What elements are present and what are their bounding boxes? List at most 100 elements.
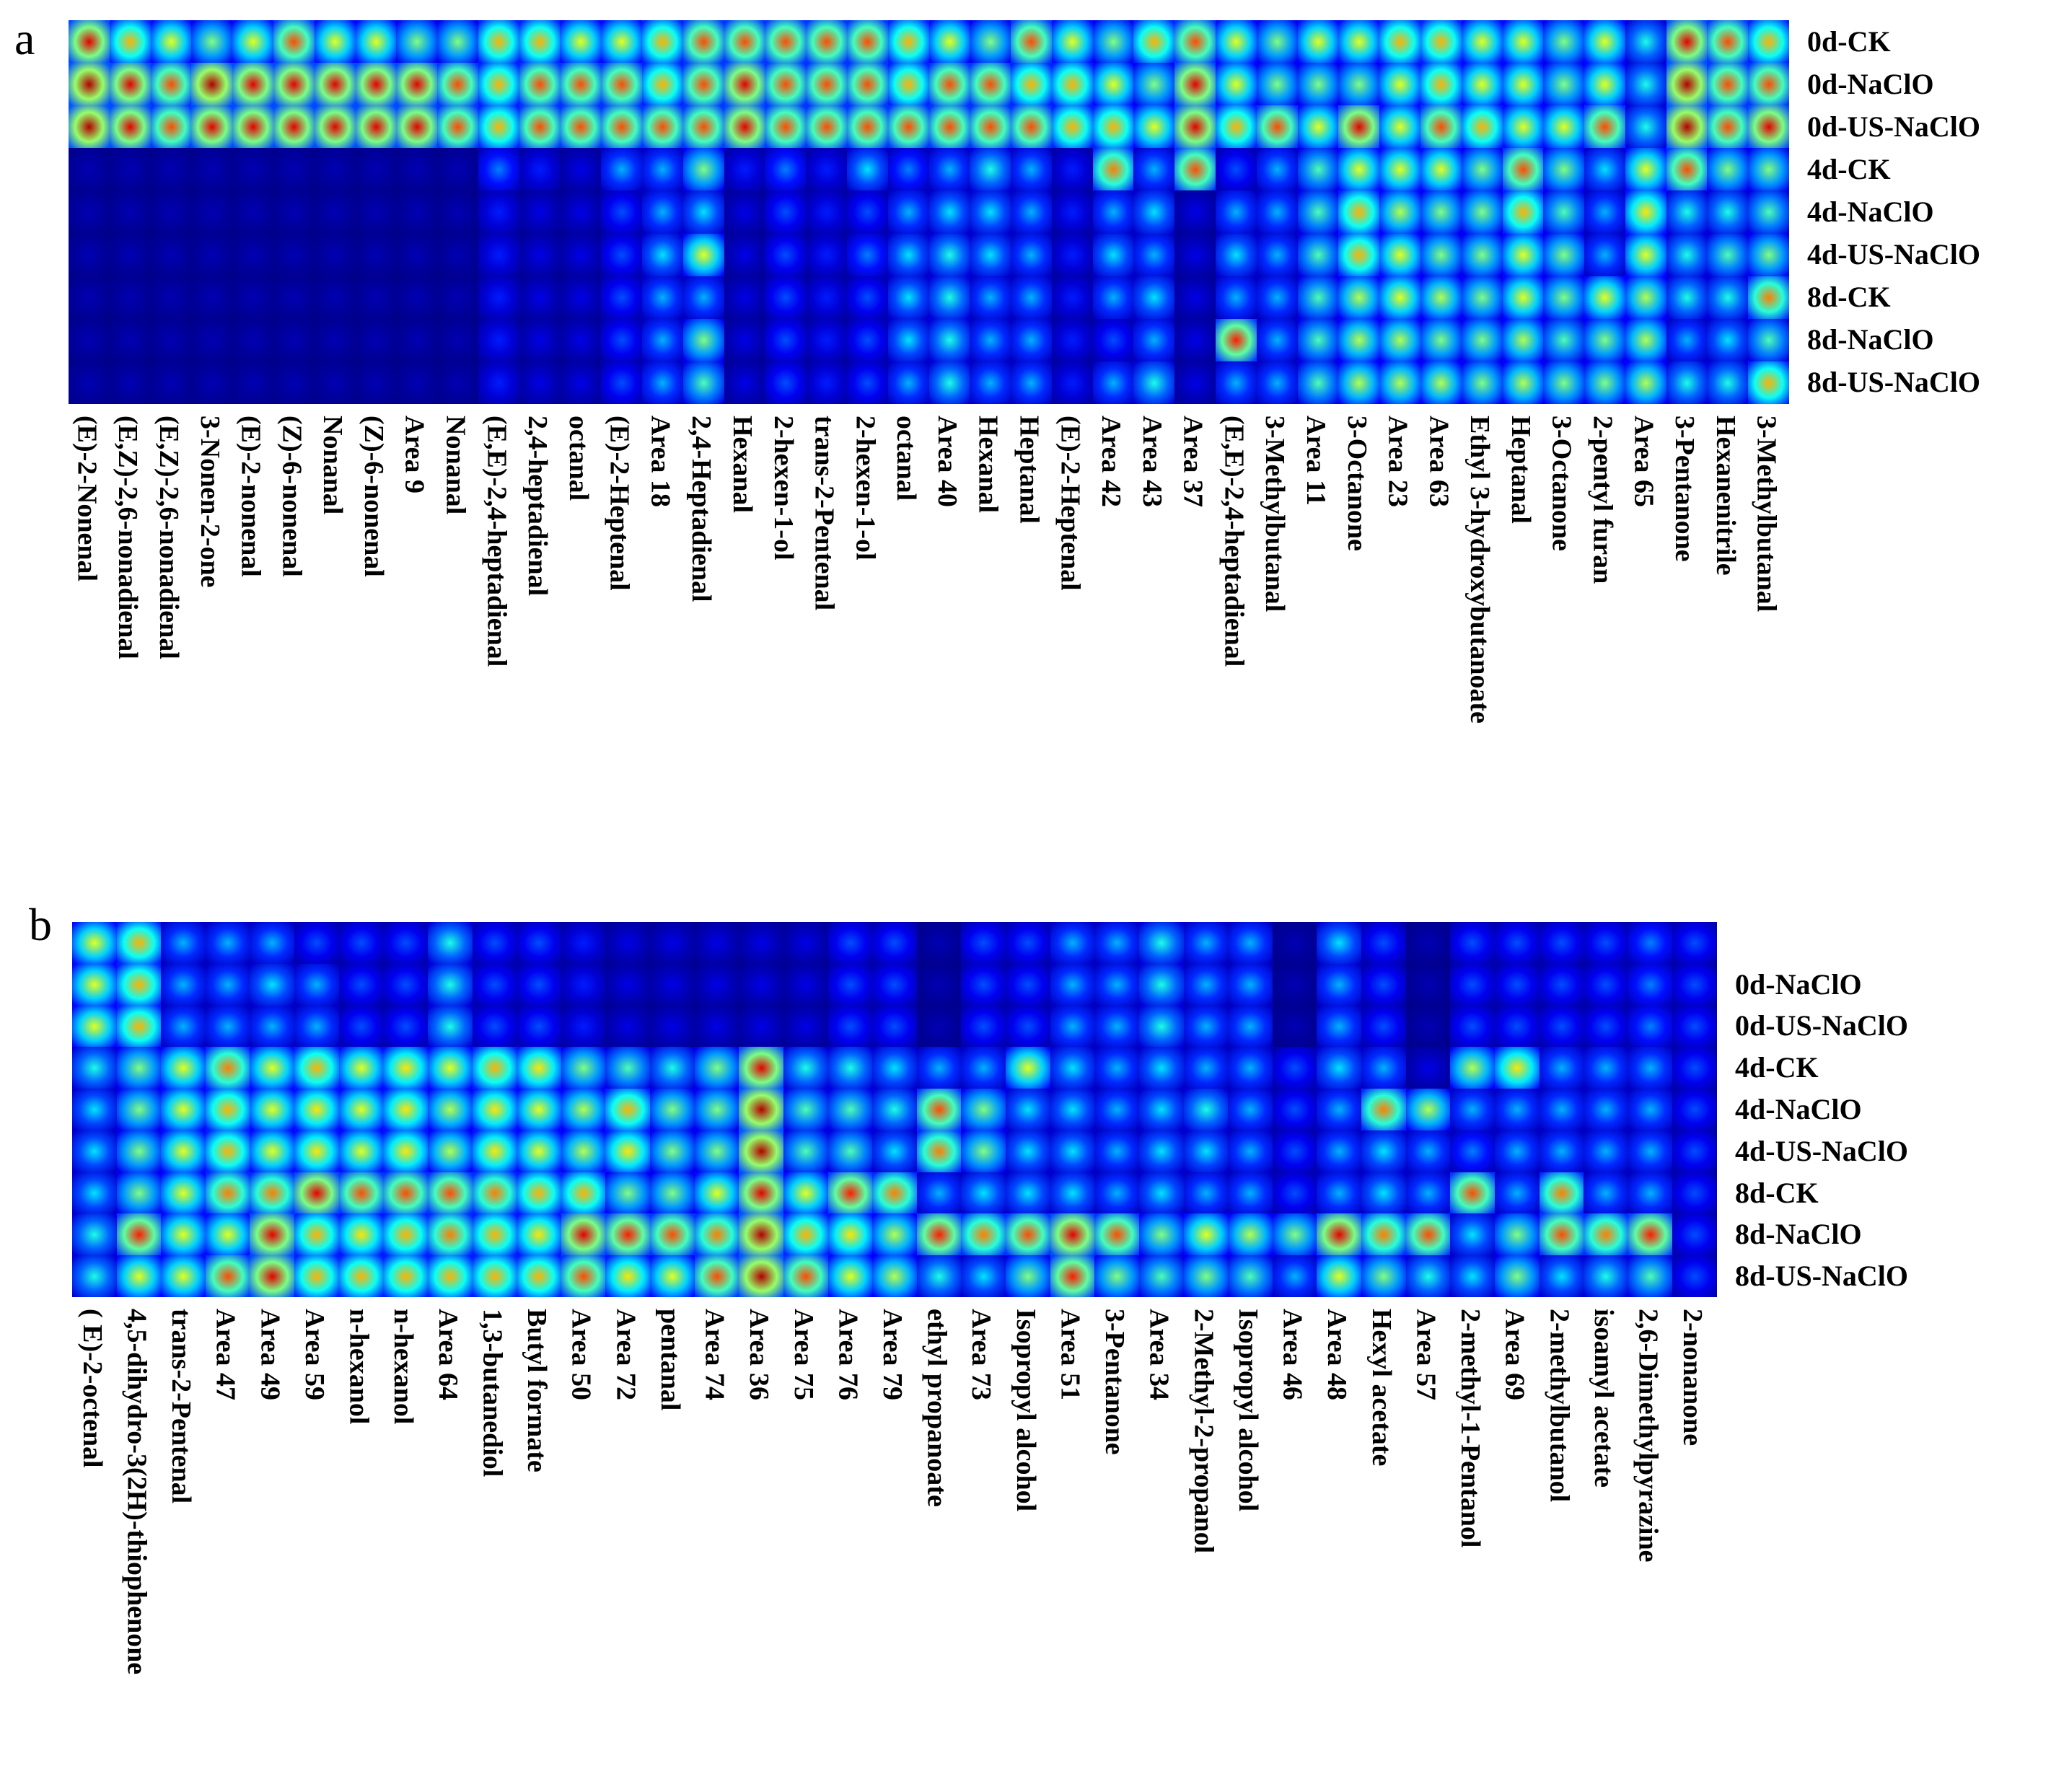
heatmap-cell	[1361, 1172, 1407, 1215]
heatmap-cell	[1174, 190, 1216, 234]
heatmap-cell	[1092, 190, 1135, 234]
heatmap-cell	[150, 105, 192, 149]
heatmap-cell	[783, 1130, 829, 1173]
row-label: 8d-CK	[1735, 1176, 1819, 1209]
heatmap-cell	[1133, 361, 1175, 404]
heatmap-cell	[517, 922, 562, 965]
heatmap-cell	[1543, 105, 1585, 149]
heatmap-cell	[1502, 63, 1544, 106]
heatmap-cell	[928, 276, 970, 320]
heatmap-cell	[150, 190, 192, 234]
heatmap-cell	[1420, 276, 1462, 320]
heatmap-cell	[1672, 1130, 1717, 1173]
heatmap-cell	[72, 1005, 118, 1047]
column-label: (E,E)-2,4-heptadienal	[1218, 416, 1250, 667]
heatmap-cell	[338, 1255, 384, 1297]
heatmap-cell	[478, 233, 520, 277]
heatmap-cell	[1006, 1047, 1051, 1089]
heatmap-cell	[1050, 1213, 1095, 1256]
heatmap-cell	[472, 922, 517, 965]
heatmap-cell	[1502, 276, 1544, 320]
heatmap-cell	[765, 63, 807, 106]
heatmap-cell	[724, 148, 765, 192]
heatmap-cell	[1461, 148, 1503, 192]
heatmap-cell	[437, 190, 479, 234]
column-label: 2,4-Heptadienal	[686, 416, 717, 602]
heatmap-cell	[1174, 233, 1216, 277]
heatmap-cell	[437, 105, 479, 149]
heatmap-cell	[191, 148, 233, 192]
heatmap-cell	[642, 361, 684, 404]
heatmap-cell	[827, 1213, 873, 1256]
heatmap-cell	[1006, 1255, 1051, 1297]
row-label: 0d-US-NaClO	[1735, 1009, 1909, 1042]
heatmap-cell	[846, 105, 889, 149]
heatmap-cell	[1317, 1172, 1362, 1215]
heatmap-cell	[970, 148, 1011, 192]
heatmap-cell	[517, 1213, 562, 1256]
heatmap-cell	[478, 63, 520, 106]
heatmap-cell	[724, 20, 765, 63]
column-label: (Z)-6-nonenal	[358, 416, 389, 577]
column-label: Area 57	[1410, 1309, 1441, 1400]
heatmap-cell	[1133, 318, 1175, 362]
heatmap-cell	[1666, 233, 1708, 277]
heatmap-cell	[273, 148, 315, 192]
heatmap-cell	[273, 276, 315, 320]
column-label: (E,E)-2,4-heptadienal	[481, 416, 512, 667]
heatmap-cell	[601, 190, 643, 234]
column-label: 3-Octanone	[1546, 416, 1577, 551]
heatmap-cell	[694, 1047, 739, 1089]
heatmap-cell	[961, 963, 1006, 1006]
heatmap-cell	[1628, 1255, 1673, 1297]
heatmap-cell	[1338, 105, 1380, 149]
heatmap-cell	[806, 233, 848, 277]
heatmap-cell	[682, 63, 725, 106]
heatmap-cell	[1539, 1213, 1584, 1256]
heatmap-cell	[396, 148, 438, 192]
heatmap-cell	[519, 105, 561, 149]
heatmap-cell	[472, 1130, 517, 1173]
heatmap-cell	[250, 1130, 295, 1173]
heatmap-cell	[916, 1130, 962, 1173]
heatmap-cell	[605, 1005, 651, 1047]
heatmap-cell	[1450, 1213, 1496, 1256]
heatmap-cell	[642, 105, 684, 149]
heatmap-cell	[970, 105, 1011, 149]
heatmap-cell	[739, 1172, 784, 1215]
column-label: Area 34	[1143, 1309, 1174, 1400]
heatmap-cell	[1461, 233, 1503, 277]
heatmap-cell	[1461, 20, 1503, 63]
heatmap-cell	[887, 20, 930, 63]
heatmap-cell	[478, 276, 520, 320]
heatmap-cell	[396, 318, 438, 362]
heatmap-cell	[161, 922, 206, 965]
heatmap-cell	[827, 1089, 873, 1131]
heatmap-cell	[765, 105, 807, 149]
heatmap-cell	[1051, 105, 1094, 149]
heatmap-cell	[519, 63, 561, 106]
heatmap-cell	[1133, 63, 1175, 106]
heatmap-cell	[1092, 233, 1135, 277]
heatmap-cell	[69, 190, 110, 234]
heatmap-cell	[806, 63, 848, 106]
heatmap-cell	[396, 233, 438, 277]
heatmap-cell	[827, 1047, 873, 1089]
heatmap-cell	[205, 1255, 251, 1297]
heatmap-cell	[1420, 233, 1462, 277]
heatmap-cell	[1174, 318, 1216, 362]
row-label: 8d-NaClO	[1735, 1218, 1862, 1251]
heatmap-cell	[561, 922, 607, 965]
heatmap-cell	[1379, 63, 1421, 106]
heatmap-cell	[887, 361, 930, 404]
heatmap-cell	[1006, 1130, 1051, 1173]
heatmap-cell	[1539, 1130, 1584, 1173]
column-label: Area 79	[877, 1309, 908, 1400]
heatmap-cell	[478, 148, 520, 192]
heatmap-cell	[846, 63, 889, 106]
column-label: ethyl propanoate	[921, 1309, 952, 1507]
heatmap-cell	[1317, 1130, 1362, 1173]
heatmap-cell	[232, 20, 274, 63]
heatmap-cell	[601, 148, 643, 192]
heatmap-cell	[355, 148, 397, 192]
